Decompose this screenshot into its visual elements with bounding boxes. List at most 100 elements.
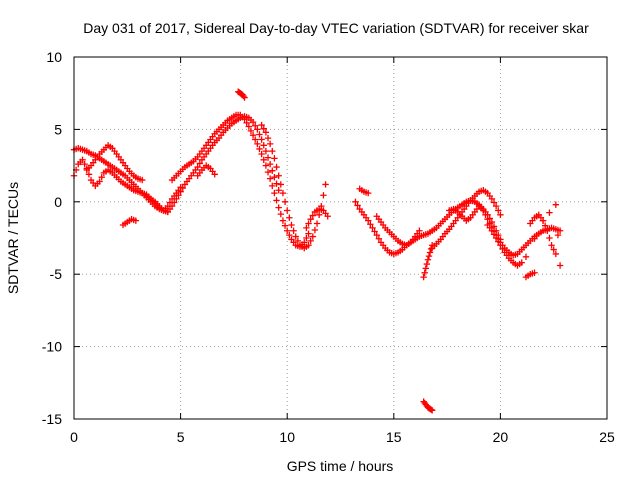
data-point [281,222,289,229]
data-point [284,207,291,214]
data-point [546,209,553,216]
x-tick-label: 0 [70,429,78,445]
data-point [303,224,310,232]
series-arc-21 [522,201,564,269]
data-point [305,242,312,249]
data-point [96,178,103,185]
data-point [85,171,93,178]
data-point [522,253,530,261]
data-point [194,163,201,171]
data-point [322,181,329,188]
series-arc-10 [303,205,331,232]
series-arc-9 [258,121,329,252]
data-point [425,252,433,260]
data-point [275,187,282,194]
data-point [286,231,293,239]
y-tick-label: 0 [54,194,62,210]
data-point [249,131,257,139]
data-point [258,136,265,143]
data-point [243,119,250,127]
data-point [269,182,276,190]
data-point [258,121,265,129]
data-point [550,246,557,253]
data-point [375,235,383,242]
data-point [365,217,372,224]
data-point [427,245,435,253]
data-point [252,136,259,143]
data-point [273,163,280,171]
data-point [546,234,553,242]
data-point [260,156,267,164]
series-arc-3 [83,142,146,184]
data-point [311,226,319,234]
data-point [177,188,184,195]
x-tick-label: 25 [599,429,615,445]
series-arc-16 [428,187,504,252]
data-point [313,220,321,227]
series-arc-6 [168,111,312,250]
data-point [175,192,182,199]
y-tick-label: -15 [42,411,62,427]
data-point [173,195,180,203]
data-point [273,197,280,204]
data-point [275,204,282,211]
data-point [416,227,423,234]
data-point [273,180,280,187]
data-points [70,88,564,414]
data-point [303,234,310,242]
data-point [315,211,323,219]
chart-title: Day 031 of 2017, Sidereal Day-to-day VTE… [83,20,589,36]
data-point [258,150,265,158]
data-point [260,142,267,149]
data-point [544,227,551,234]
data-point [320,192,327,199]
data-point [495,207,502,214]
data-point [490,231,498,238]
data-point [552,201,560,208]
data-point [262,147,270,155]
data-point [264,134,272,142]
series-arc-7 [194,162,218,179]
x-axis-label: GPS time / hours [287,458,394,474]
data-point [424,256,432,263]
data-point [354,202,361,209]
data-point [81,160,88,168]
data-point [262,162,270,169]
data-point [281,198,289,205]
series-arc-13 [373,213,423,249]
data-point [256,145,263,153]
data-point [548,242,555,249]
data-point [492,234,500,242]
data-point [556,227,564,234]
data-point [495,238,502,245]
data-point [552,250,560,258]
data-point [266,160,274,168]
data-point [279,217,287,224]
data-point [305,230,312,237]
data-point [247,127,255,135]
data-point [497,211,504,219]
data-point [423,260,431,268]
x-tick-label: 15 [386,429,402,445]
y-tick-label: -5 [50,266,63,282]
data-point [484,215,491,223]
data-point [196,160,203,167]
data-point [428,407,436,414]
data-point [245,123,253,130]
data-point [249,118,257,126]
data-point [98,173,105,181]
data-point [277,181,285,188]
data-point [264,168,272,176]
data-point [241,116,248,123]
data-point [294,237,302,245]
y-tick-label: 10 [46,49,62,65]
data-point [262,129,270,136]
data-point [305,220,312,227]
data-point [132,217,140,224]
data-point [309,212,316,219]
data-point [271,155,278,162]
data-point [241,94,248,101]
data-point [554,231,562,239]
data-point [260,125,267,132]
